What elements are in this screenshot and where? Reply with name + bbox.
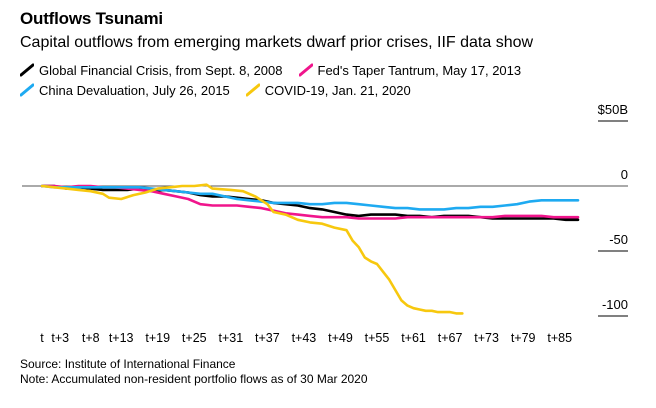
x-tick-label: t+8 [82,331,100,345]
legend-label-china: China Devaluation, July 26, 2015 [39,82,230,98]
chart-subtitle: Capital outflows from emerging markets d… [20,34,534,51]
legend-swatch-covid [245,83,260,97]
legend-swatch-china [20,83,34,97]
x-tick-label: t+85 [547,331,572,345]
x-tick-label: t+61 [401,331,426,345]
y-tick-label: -100 [602,297,628,312]
legend-item-gfc: Global Financial Crisis, from Sept. 8, 2… [20,63,283,78]
y-tick-label: $50B [598,102,628,117]
chart-title: Outflows Tsunami [20,9,163,28]
x-tick-label: t+67 [438,331,463,345]
x-tick-label: t+79 [511,331,536,345]
legend-item-china: China Devaluation, July 26, 2015 [20,83,230,98]
legend-row: Global Financial Crisis, from Sept. 8, 2… [20,60,640,80]
legend-label-gfc: Global Financial Crisis, from Sept. 8, 2… [39,62,283,78]
legend-swatch-line [298,63,313,77]
series-line-1 [40,184,580,220]
legend-swatch-line [20,83,34,97]
legend-item-taper: Fed's Taper Tantrum, May 17, 2013 [298,62,522,78]
chart-legend: Global Financial Crisis, from Sept. 8, 2… [20,60,640,100]
series-line-3 [40,183,464,315]
source-note: Source: Institute of International Finan… [20,357,236,371]
x-tick-label: t+25 [182,331,207,345]
x-tick-label: t+73 [474,331,499,345]
x-tick-label: t+13 [109,331,134,345]
series-line-2 [40,184,580,211]
x-tick-label: t+19 [145,331,170,345]
legend-swatch-gfc [20,63,34,77]
x-tick-label: t+49 [328,331,353,345]
legend-label-covid: COVID-19, Jan. 21, 2020 [264,82,411,98]
x-tick-label: t+3 [51,331,69,345]
legend-label-taper: Fed's Taper Tantrum, May 17, 2013 [317,62,522,78]
x-tick-label: t+31 [218,331,243,345]
legend-swatch-line [20,63,34,77]
legend-swatch-line [245,83,260,97]
y-tick-label: -50 [609,232,628,247]
legend-item-covid: COVID-19, Jan. 21, 2020 [245,82,411,98]
x-tick-label: t+55 [365,331,390,345]
x-tick-label: t [40,331,44,345]
y-tick-label: 0 [621,167,628,182]
x-tick-label: t+43 [292,331,317,345]
x-tick-label: t+37 [255,331,280,345]
footnote: Note: Accumulated non-resident portfolio… [20,372,368,386]
legend-row: China Devaluation, July 26, 2015 COVID-1… [20,80,640,100]
legend-swatch-taper [298,63,313,77]
